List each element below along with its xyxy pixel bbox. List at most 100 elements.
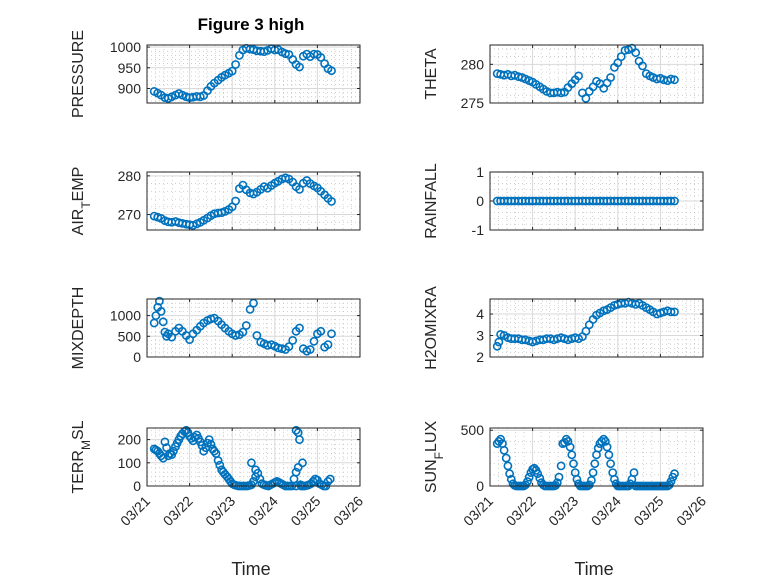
y-tick-label: 0 — [476, 478, 484, 494]
data-point — [670, 469, 679, 479]
subplot-theta: 275 280 THETA — [423, 43, 704, 111]
data-markers — [149, 173, 336, 230]
data-point — [295, 184, 304, 194]
subplot-air_temp: 270 280 AIRTEMP — [70, 167, 361, 235]
data-point — [305, 345, 315, 354]
x-axis-label-left: Time — [231, 559, 270, 579]
data-point — [231, 196, 240, 206]
y-tick-label: 275 — [461, 95, 485, 111]
data-point — [190, 432, 200, 442]
y-tick-label: 3 — [476, 328, 484, 344]
data-point — [252, 331, 262, 340]
data-point — [206, 439, 216, 449]
y-axis-label: MIXDEPTH — [70, 287, 87, 370]
y-tick-label: 500 — [461, 422, 485, 438]
data-point — [556, 461, 566, 471]
data-point — [496, 434, 505, 444]
y-tick-label: 0 — [133, 349, 141, 365]
subplot-pressure: 900 950 1000 PRESSURE — [70, 30, 361, 118]
y-tick-label: 1000 — [110, 39, 141, 55]
minor-grid — [147, 45, 360, 103]
data-point — [499, 445, 509, 455]
y-tick-label: 1 — [476, 164, 484, 180]
data-point — [255, 474, 265, 484]
data-point — [524, 472, 534, 482]
data-point — [533, 469, 543, 479]
data-point — [629, 468, 639, 477]
data-point — [587, 475, 596, 485]
data-point — [590, 459, 600, 469]
y-axis-label: RAINFALL — [423, 163, 440, 239]
data-point — [597, 436, 606, 446]
axes-box — [146, 298, 361, 358]
plot-area — [490, 299, 703, 357]
data-point — [309, 336, 319, 346]
data-point — [670, 307, 679, 317]
data-point — [638, 61, 647, 71]
y-tick-label: 950 — [118, 60, 142, 76]
data-point — [231, 331, 240, 340]
plot-area — [490, 45, 703, 103]
data-point — [666, 74, 676, 84]
data-point — [309, 49, 319, 59]
data-point — [593, 443, 603, 453]
data-point — [565, 442, 575, 452]
data-point — [601, 436, 610, 446]
data-point — [325, 474, 335, 484]
data-point — [316, 53, 326, 62]
data-point — [501, 453, 511, 463]
data-point — [670, 196, 679, 206]
figure-title: Figure 3 high — [198, 15, 305, 34]
data-point — [295, 435, 304, 444]
data-point — [602, 442, 612, 452]
y-tick-label: 0 — [476, 193, 484, 209]
data-point — [281, 49, 290, 59]
data-point — [610, 474, 619, 484]
y-tick-label: 4 — [476, 306, 484, 322]
minor-grid — [147, 172, 360, 231]
axes-box — [146, 44, 361, 104]
data-point — [306, 479, 316, 489]
data-markers — [492, 297, 679, 351]
data-point — [158, 317, 168, 327]
data-point — [327, 66, 336, 76]
data-point — [505, 469, 514, 479]
data-point — [158, 453, 168, 463]
data-point — [151, 311, 161, 320]
data-point — [291, 467, 301, 477]
y-axis-label: SUNFLUX — [423, 421, 446, 494]
y-axis-label: THETA — [423, 48, 440, 100]
data-point — [168, 446, 178, 456]
y-tick-label: 900 — [118, 81, 142, 97]
y-tick-label: 100 — [118, 455, 142, 471]
data-markers — [492, 196, 679, 206]
axes-box — [489, 44, 704, 104]
y-axis-label: H2OMIXRA — [423, 286, 440, 370]
data-point — [616, 52, 626, 61]
data-point — [581, 326, 591, 336]
subplot-h2omixra: 2 3 4 H2OMIXRA — [423, 286, 704, 370]
data-point — [503, 461, 513, 471]
data-point — [291, 425, 301, 435]
data-point — [293, 462, 303, 472]
axes-box — [146, 171, 361, 231]
data-point — [581, 94, 591, 103]
axes-box — [146, 427, 361, 487]
data-point — [631, 48, 641, 58]
data-point — [231, 60, 240, 69]
data-point — [556, 88, 566, 98]
data-point — [535, 473, 545, 483]
data-point — [160, 437, 170, 447]
data-point — [156, 306, 166, 316]
y-tick-label: 200 — [118, 432, 142, 448]
data-point — [604, 450, 614, 460]
data-point — [561, 434, 571, 444]
data-point — [666, 477, 676, 486]
data-markers — [149, 296, 336, 356]
y-tick-label: 500 — [118, 328, 142, 344]
y-tick-label: 2 — [476, 349, 484, 365]
data-point — [323, 476, 333, 486]
data-markers — [492, 43, 679, 103]
